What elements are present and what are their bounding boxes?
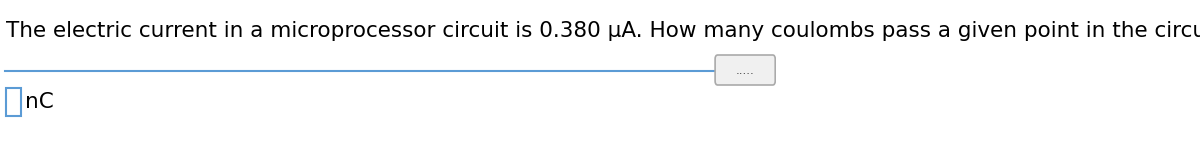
FancyBboxPatch shape (6, 88, 20, 116)
Text: nC: nC (24, 92, 53, 112)
Text: The electric current in a microprocessor circuit is 0.380 μA. How many coulombs : The electric current in a microprocessor… (6, 21, 1200, 41)
Text: .....: ..... (736, 63, 755, 76)
FancyBboxPatch shape (715, 55, 775, 85)
